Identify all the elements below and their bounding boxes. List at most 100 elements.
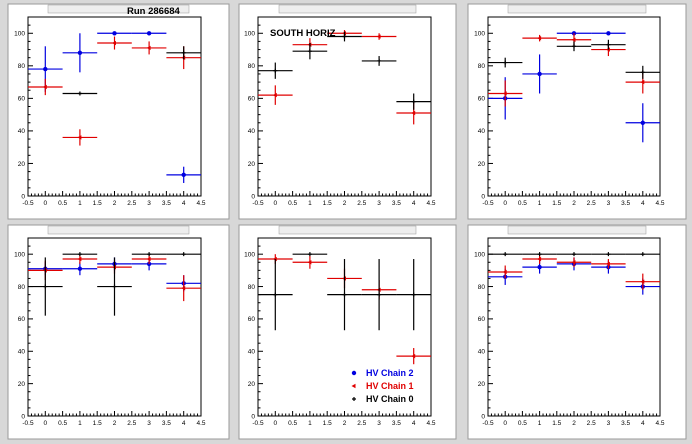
y-tick-label: 40 [18,128,26,135]
x-tick-label: 2 [343,200,347,207]
x-tick-label: 4 [641,420,645,427]
series-chain0 [488,39,660,79]
data-point [537,252,542,257]
x-tick-label: 1.5 [323,420,332,427]
y-tick-label: 80 [248,284,256,291]
y-tick-label: 20 [478,381,486,388]
x-tick-label: 2.5 [127,200,136,207]
data-point [77,266,83,271]
x-tick-label: 1 [308,200,312,207]
data-point [146,31,152,36]
x-tick-label: 2 [113,420,117,427]
data-point [411,99,416,104]
x-tick-label: 4.5 [655,420,664,427]
data-point [571,37,576,42]
y-tick-label: 100 [244,31,255,38]
pad-background [238,224,457,440]
series-chain0 [28,252,201,316]
data-point [43,284,48,289]
pad-background [7,224,230,440]
pad-title-strip [47,225,190,235]
data-point [146,256,151,262]
data-point [307,49,312,54]
data-point [307,252,312,257]
data-point [640,70,645,75]
data-point [181,172,186,178]
x-tick-label: 3.5 [162,200,171,207]
data-point [181,50,186,55]
legend-label: HV Chain 0 [366,394,414,404]
x-tick-label: -0.5 [482,200,494,207]
x-tick-label: 2 [113,200,117,207]
data-point [181,285,186,291]
x-tick-label: 4 [182,200,186,207]
x-tick-label: 4.5 [196,420,205,427]
y-tick-label: 20 [478,161,486,168]
y-tick-label: 0 [251,193,255,200]
pad-title-strip [278,225,417,235]
x-tick-label: 3.5 [392,420,401,427]
x-tick-label: 2.5 [587,420,596,427]
x-tick-label: 4 [412,420,416,427]
y-tick-label: 100 [14,251,25,258]
x-tick-label: 2.5 [587,200,596,207]
data-point [342,34,347,39]
data-point [42,84,47,90]
y-tick-label: 0 [21,413,25,420]
x-tick-label: 0.5 [58,420,67,427]
data-point [342,292,347,297]
y-tick-label: 80 [478,63,486,70]
data-point [272,92,277,98]
x-tick-label: 3.5 [621,200,630,207]
south-horiz-label: SOUTH HORIZ [270,28,336,39]
y-tick-label: 100 [474,31,485,38]
data-point [376,34,381,39]
x-tick-label: 1.5 [93,420,102,427]
y-tick-label: 40 [248,128,256,135]
data-point [181,252,186,257]
y-tick-label: 20 [18,161,26,168]
data-point [503,252,508,257]
y-tick-label: 0 [481,193,485,200]
x-tick-label: 3 [147,200,151,207]
x-tick-label: 0.5 [288,200,297,207]
x-tick-label: 3 [377,200,381,207]
x-tick-label: 4 [641,200,645,207]
data-point [640,120,645,125]
data-point [411,110,416,116]
data-point [606,42,611,47]
y-tick-label: 20 [248,381,256,388]
y-tick-label: 0 [21,193,25,200]
y-tick-label: 60 [18,96,26,103]
data-point [502,269,507,275]
x-tick-label: 2 [572,200,576,207]
x-tick-label: 1 [308,420,312,427]
pad-background [467,224,687,440]
data-point [112,284,117,289]
data-point [377,292,382,297]
x-tick-label: 2 [343,420,347,427]
pad-background [238,3,457,220]
data-point [43,66,48,72]
x-tick-label: 3 [607,200,611,207]
series-chain0 [62,46,201,96]
series-chain1 [258,30,431,125]
x-tick-label: 0.5 [288,420,297,427]
series-chain0 [258,252,431,331]
x-tick-label: 1 [538,420,542,427]
data-point [112,31,117,36]
x-tick-label: 0 [43,420,47,427]
x-tick-label: 1.5 [93,200,102,207]
data-point [640,279,645,284]
pad-title-strip [278,4,417,14]
data-point [502,91,507,96]
y-tick-label: 60 [18,316,26,323]
data-point [77,252,82,257]
legend-label: HV Chain 2 [366,368,414,378]
y-tick-label: 0 [481,413,485,420]
data-point [307,260,312,265]
x-tick-label: 2.5 [357,200,366,207]
legend: HV Chain 2 HV Chain 1 HV Chain 0 [351,368,414,404]
